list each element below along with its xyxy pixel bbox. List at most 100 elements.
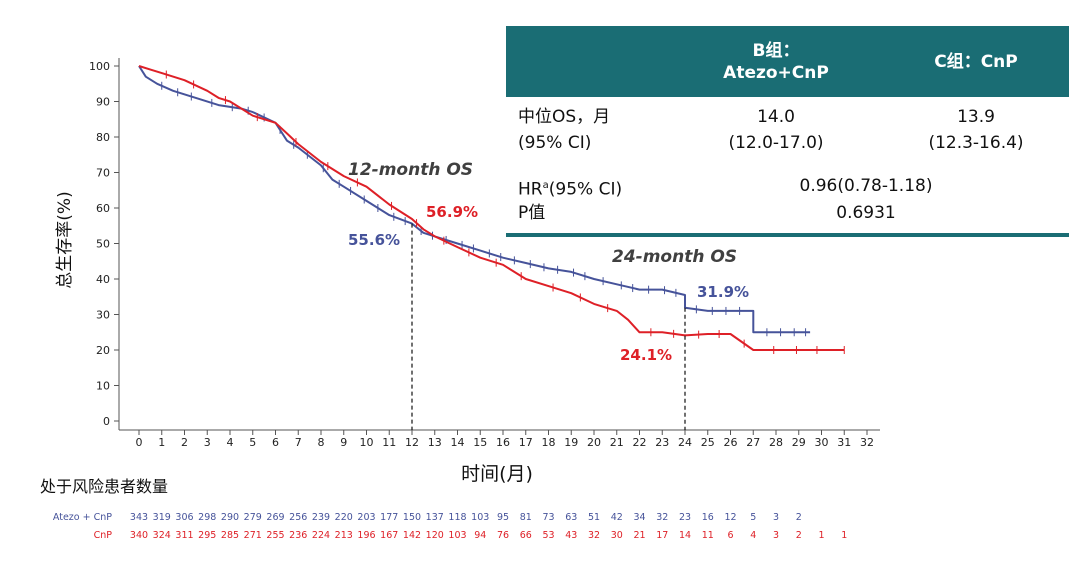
y-tick-label: 80 <box>96 131 110 144</box>
median-c-ci: (12.3-16.4) <box>928 133 1024 153</box>
annotations: 12-month OS 56.9% 55.6% 24-month OS 31.9% 24.… <box>348 160 749 430</box>
risk-value: 103 <box>448 530 466 541</box>
risk-value: 1 <box>841 530 847 541</box>
x-tick-label: 0 <box>136 436 143 449</box>
x-tick-label: 5 <box>249 436 256 449</box>
x-tick-label: 15 <box>473 436 487 449</box>
y-tick-label: 70 <box>96 167 110 180</box>
x-axis-label: 时间(月) <box>461 463 533 485</box>
x-tick-label: 26 <box>724 436 738 449</box>
risk-value: 2 <box>796 530 802 541</box>
risk-value: 220 <box>335 512 353 523</box>
x-tick-label: 19 <box>564 436 578 449</box>
os12-cnp-value: 56.9% <box>426 203 478 221</box>
risk-value: 1 <box>818 530 824 541</box>
y-tick-label: 100 <box>89 60 110 73</box>
survival-curves <box>138 65 845 354</box>
risk-value: 295 <box>198 530 216 541</box>
median-b-ci: (12.0-17.0) <box>728 133 824 153</box>
risk-value: 30 <box>611 530 623 541</box>
y-tick-label: 90 <box>96 96 110 109</box>
hr-label: HRa(95% CI) <box>518 173 622 203</box>
risk-value: 120 <box>426 530 444 541</box>
x-tick-label: 7 <box>295 436 302 449</box>
os24-title: 24-month OS <box>612 247 737 267</box>
risk-value: 81 <box>520 512 532 523</box>
x-tick-label: 3 <box>204 436 211 449</box>
risk-value: 150 <box>403 512 421 523</box>
risk-value: 271 <box>244 530 262 541</box>
risk-value: 63 <box>565 512 577 523</box>
risk-value: 203 <box>357 512 375 523</box>
x-tick-label: 2 <box>181 436 188 449</box>
risk-value: 306 <box>175 512 193 523</box>
risk-value: 142 <box>403 530 421 541</box>
risk-value: 21 <box>633 530 645 541</box>
risk-value: 319 <box>153 512 171 523</box>
risk-value: 94 <box>474 530 486 541</box>
x-tick-label: 14 <box>451 436 465 449</box>
risk-value: 76 <box>497 530 509 541</box>
x-tick-label: 30 <box>815 436 829 449</box>
risk-value: 32 <box>656 512 668 523</box>
risk-value: 213 <box>335 530 353 541</box>
risk-value: 66 <box>520 530 532 541</box>
risk-value: 137 <box>426 512 444 523</box>
risk-value: 53 <box>542 530 554 541</box>
x-tick-label: 24 <box>678 436 692 449</box>
risk-value: 269 <box>266 512 284 523</box>
y-tick-label: 10 <box>96 380 110 393</box>
risk-value: 311 <box>175 530 193 541</box>
risk-value: 239 <box>312 512 330 523</box>
os24-cnp-value: 24.1% <box>620 346 672 364</box>
risk-value: 236 <box>289 530 307 541</box>
risk-value: 167 <box>380 530 398 541</box>
risk-value: 32 <box>588 530 600 541</box>
y-tick-label: 40 <box>96 273 110 286</box>
risk-value: 2 <box>796 512 802 523</box>
summary-header: B组： Atezo+CnP C组：CnP <box>506 26 1069 97</box>
risk-value: 51 <box>588 512 600 523</box>
hr-value: 0.96(0.78-1.18) <box>799 176 933 196</box>
risk-table-title: 处于风险患者数量 <box>40 477 168 496</box>
x-tick-label: 4 <box>227 436 234 449</box>
header-group-b-line2: Atezo+CnP <box>723 62 829 83</box>
x-tick-label: 13 <box>428 436 442 449</box>
risk-row-label: CnP <box>94 530 113 541</box>
y-tick-label: 30 <box>96 309 110 322</box>
median-label-line2: (95% CI) <box>518 133 592 153</box>
risk-value: 17 <box>656 530 668 541</box>
x-tick-label: 32 <box>860 436 874 449</box>
x-tick-label: 8 <box>318 436 325 449</box>
y-tick-label: 50 <box>96 238 110 251</box>
risk-value: 256 <box>289 512 307 523</box>
x-tick-label: 21 <box>610 436 624 449</box>
x-tick-label: 22 <box>633 436 647 449</box>
risk-value: 42 <box>611 512 623 523</box>
y-tick-label: 0 <box>103 415 110 428</box>
x-tick-label: 25 <box>701 436 715 449</box>
hr-label-sup: a <box>542 180 549 191</box>
median-group-c: 13.9 (12.3-16.4) <box>886 104 1066 156</box>
risk-value: 285 <box>221 530 239 541</box>
risk-value: 3 <box>773 512 779 523</box>
x-tick-label: 11 <box>382 436 396 449</box>
risk-value: 324 <box>153 530 171 541</box>
x-tick-label: 23 <box>655 436 669 449</box>
os12-atezo-value: 55.6% <box>348 231 400 249</box>
p-value: 0.6931 <box>836 203 896 223</box>
x-tick-label: 6 <box>272 436 279 449</box>
risk-value: 3 <box>773 530 779 541</box>
risk-value: 4 <box>750 530 756 541</box>
risk-value: 224 <box>312 530 330 541</box>
os12-title: 12-month OS <box>348 160 473 180</box>
median-label: 中位OS，月 (95% CI) <box>518 104 610 156</box>
risk-value: 196 <box>357 530 375 541</box>
x-tick-label: 12 <box>405 436 419 449</box>
header-group-c: C组：CnP <box>934 51 1018 72</box>
risk-value: 279 <box>244 512 262 523</box>
series-line-0 <box>138 65 811 334</box>
risk-value: 255 <box>266 530 284 541</box>
x-tick-label: 28 <box>769 436 783 449</box>
